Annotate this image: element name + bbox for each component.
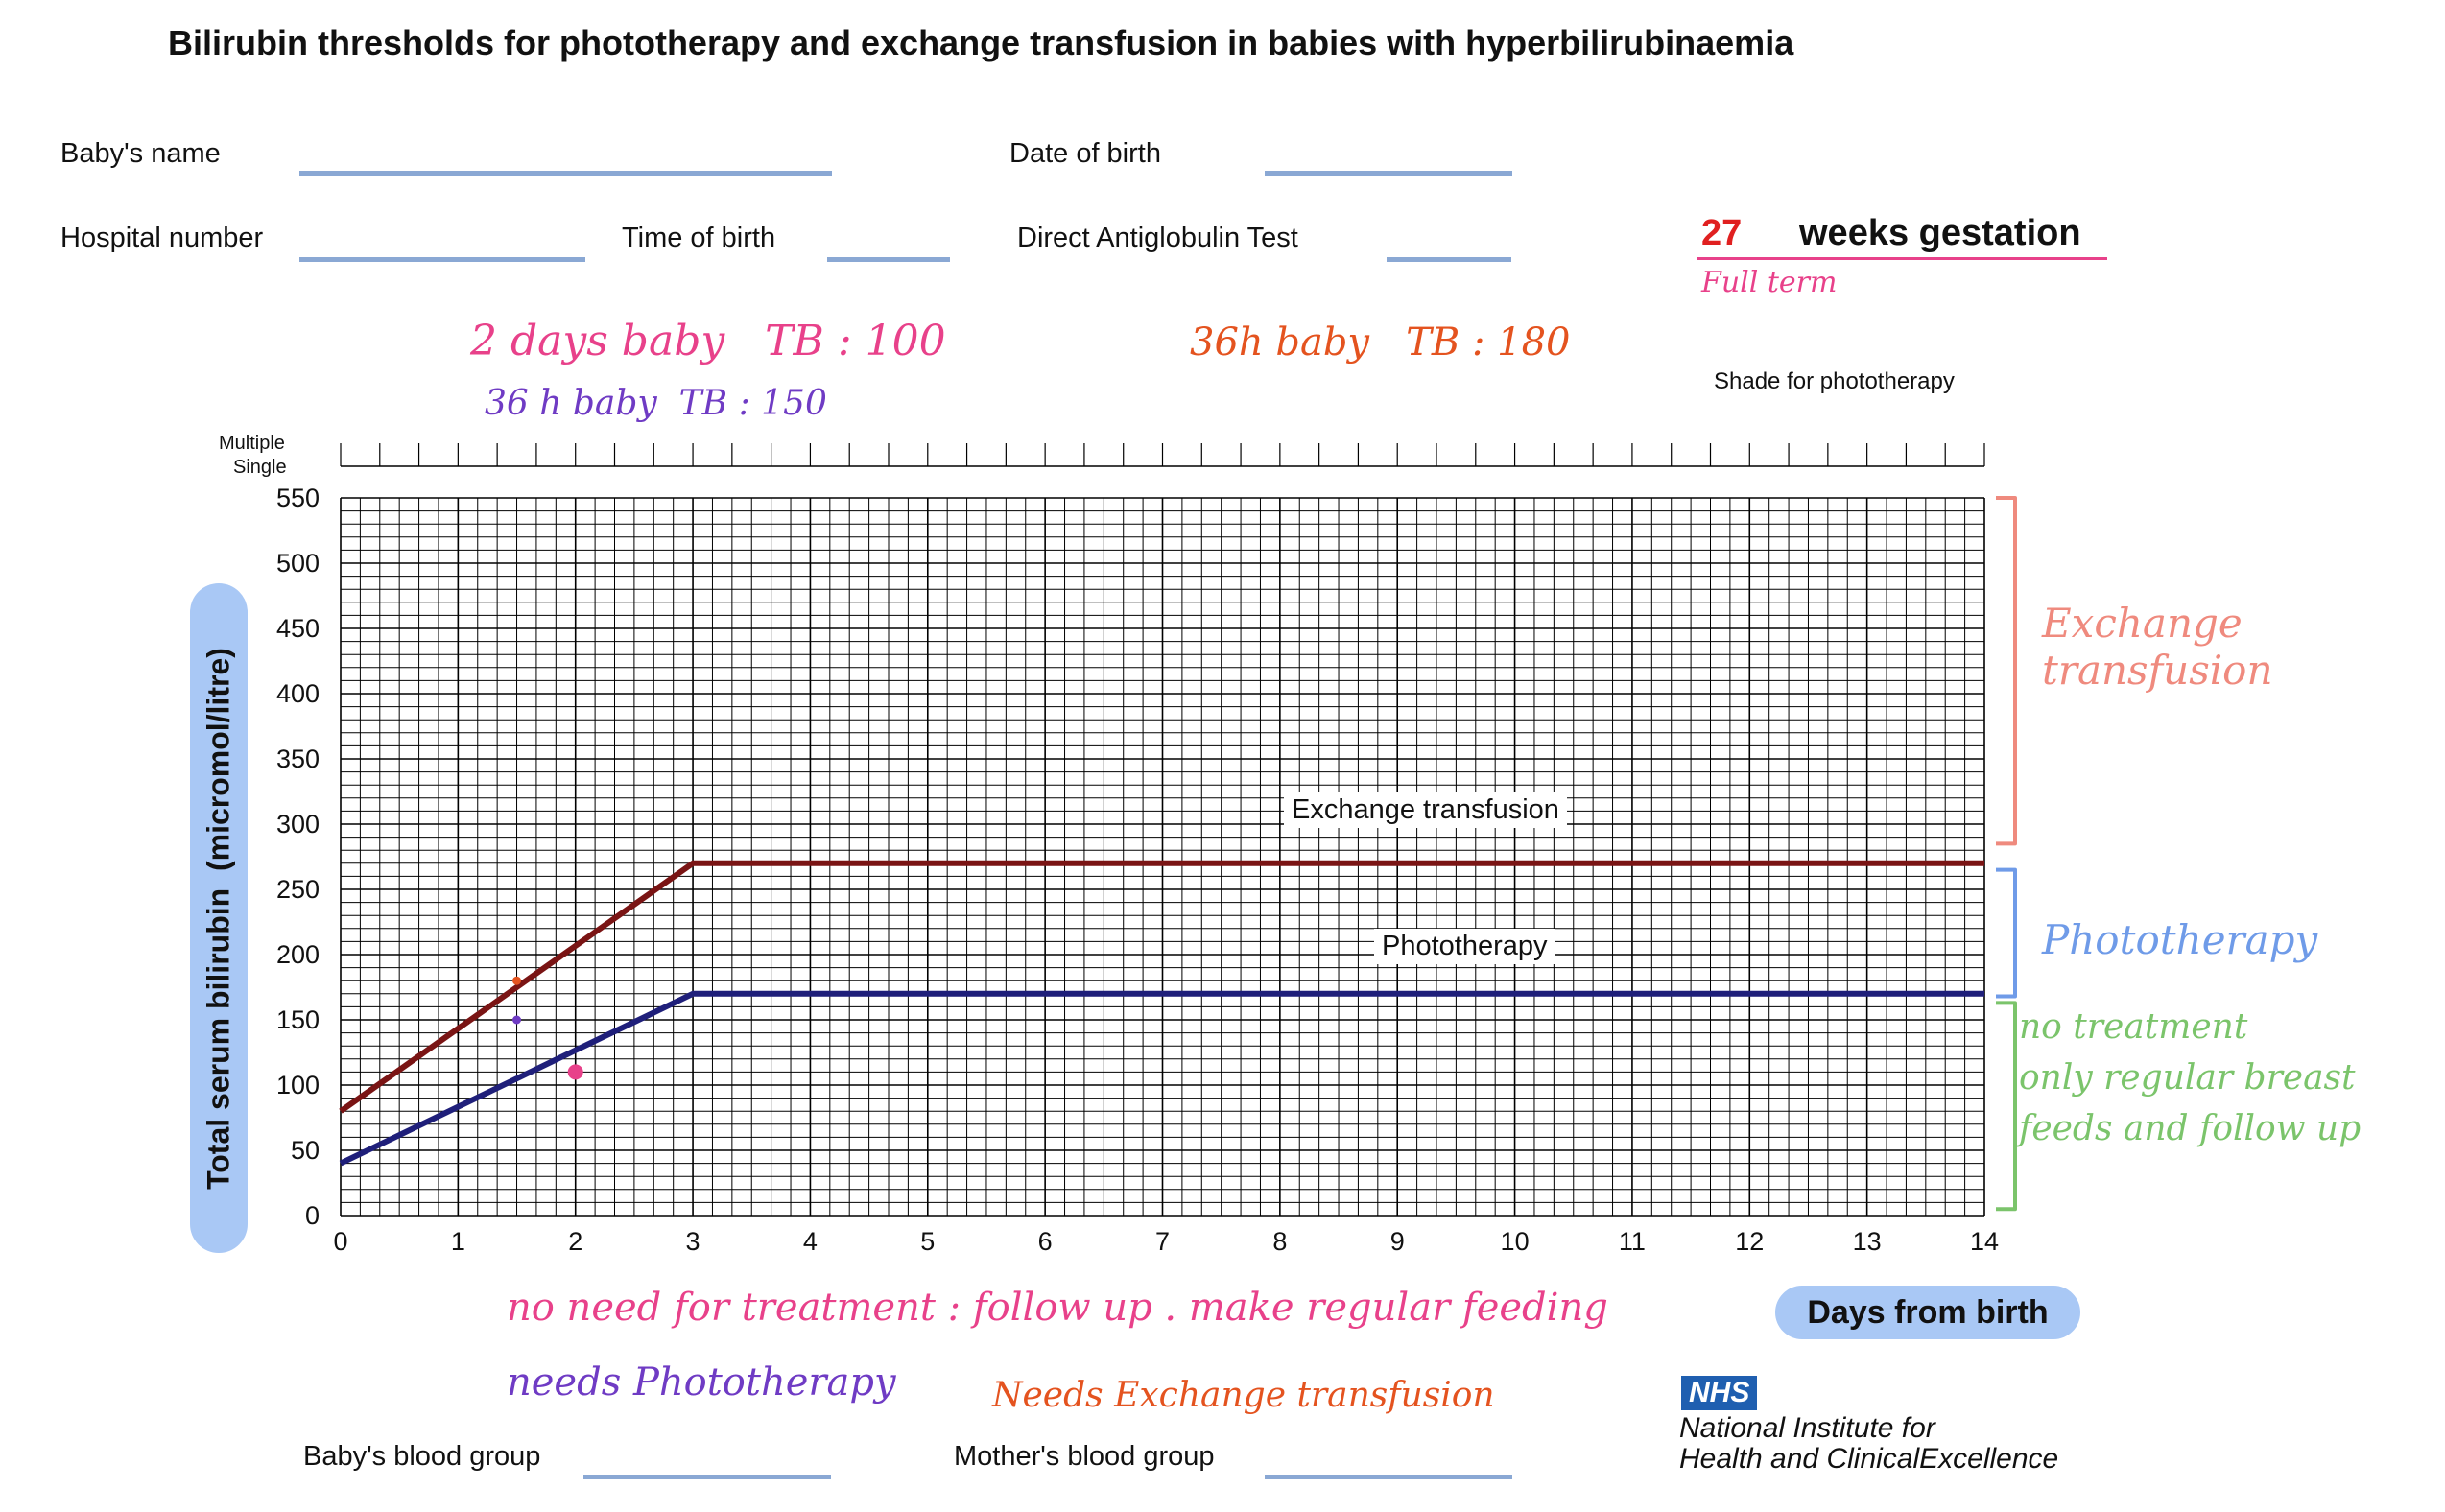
mothers-blood-group-label: Mother's blood group	[954, 1441, 1215, 1472]
y-tick-label: 150	[276, 1005, 320, 1034]
x-tick-label: 7	[1155, 1227, 1170, 1256]
zone-phototherapy-annotation: Phototherapy	[2042, 916, 2318, 963]
hospital-number-label: Hospital number	[60, 223, 264, 253]
zone-none-annotation-3: feeds and follow up	[2019, 1109, 2362, 1148]
exchange-zone-bracket	[1996, 496, 2017, 846]
babys-name-label: Baby's name	[60, 138, 221, 169]
y-tick-label: 200	[276, 940, 320, 969]
zone-none-annotation-1: no treatment	[2019, 1007, 2248, 1047]
y-axis-label: Total serum bilirubin (micromol/litre)	[201, 648, 236, 1190]
time-of-birth-field[interactable]	[827, 257, 950, 262]
date-of-birth-label: Date of birth	[1009, 138, 1161, 169]
y-tick-label: 250	[276, 875, 320, 904]
nhs-logo: NHS	[1681, 1376, 1758, 1410]
x-tick-label: 1	[451, 1227, 465, 1256]
y-axis-pill	[190, 583, 248, 1253]
no-treatment-zone-bracket	[1996, 1001, 2017, 1212]
x-tick-label: 3	[686, 1227, 700, 1256]
data-point	[512, 976, 522, 985]
annotation-36h-purple: 36 h baby TB : 150	[485, 384, 827, 423]
data-point	[512, 1015, 522, 1025]
annotation-36h-orange: 36h baby TB : 180	[1190, 320, 1571, 365]
y-tick-label: 0	[305, 1201, 320, 1230]
x-tick-label: 2	[568, 1227, 582, 1256]
x-tick-label: 11	[1619, 1227, 1646, 1256]
x-tick-label: 5	[920, 1227, 935, 1256]
x-tick-label: 10	[1501, 1227, 1530, 1256]
y-tick-label: 450	[276, 614, 320, 643]
gestation-value: 27	[1701, 213, 1743, 253]
exchange-threshold-line	[339, 860, 1984, 1114]
x-tick-label: 9	[1390, 1227, 1405, 1256]
y-tick-label: 400	[276, 679, 320, 708]
x-tick-label: 12	[1735, 1227, 1764, 1256]
babys-name-field[interactable]	[299, 171, 832, 176]
shade-phototherapy-label: Shade for phototherapy	[1714, 368, 1955, 394]
babys-blood-group-label: Baby's blood group	[303, 1441, 541, 1472]
y-tick-label: 550	[276, 484, 320, 512]
mothers-blood-group-field[interactable]	[1265, 1475, 1512, 1479]
annotation-2days: 2 days baby TB : 100	[470, 317, 946, 366]
y-tick-label: 50	[291, 1136, 320, 1165]
zone-exchange-annotation: Exchange transfusion	[2042, 600, 2273, 694]
babys-blood-group-field[interactable]	[583, 1475, 831, 1479]
date-of-birth-field[interactable]	[1265, 171, 1512, 176]
data-point	[567, 1064, 583, 1080]
x-tick-label: 14	[1970, 1227, 1999, 1256]
gestation-label: weeks gestation	[1799, 213, 2081, 253]
y-tick-label: 350	[276, 744, 320, 773]
page-title: Bilirubin thresholds for phototherapy an…	[168, 23, 1794, 62]
phototherapy-zone-label: Phototherapy	[1374, 929, 1555, 964]
dat-field[interactable]	[1387, 257, 1511, 262]
time-of-birth-label: Time of birth	[622, 223, 776, 253]
x-tick-label: 6	[1038, 1227, 1053, 1256]
exchange-zone-label: Exchange transfusion	[1284, 792, 1567, 828]
phototherapy-threshold-line	[339, 990, 1984, 1167]
dat-label: Direct Antiglobulin Test	[1017, 223, 1298, 253]
y-tick-label: 500	[276, 549, 320, 578]
x-tick-label: 4	[803, 1227, 818, 1256]
gestation-underline	[1697, 257, 2107, 260]
annotation-no-treatment: no need for treatment : follow up . make…	[507, 1286, 1608, 1330]
phototherapy-zone-bracket	[1996, 867, 2017, 999]
x-axis-label: Days from birth	[1775, 1286, 2080, 1339]
y-tick-label: 100	[276, 1071, 320, 1099]
x-tick-label: 0	[333, 1227, 347, 1256]
annotation-needs-exchange: Needs Exchange transfusion	[992, 1376, 1495, 1415]
top-scale-single: Single	[233, 457, 287, 478]
nice-line-1: National Institute for	[1679, 1412, 1935, 1444]
top-scale-multiple: Multiple	[219, 433, 285, 454]
zone-none-annotation-2: only regular breast	[2019, 1058, 2356, 1098]
annotation-needs-phototherapy: needs Phototherapy	[507, 1360, 896, 1405]
x-tick-label: 13	[1853, 1227, 1882, 1256]
hospital-number-field[interactable]	[299, 257, 585, 262]
gestation-note: Full term	[1701, 266, 1838, 299]
nice-line-2: Health and ClinicalExcellence	[1679, 1443, 2059, 1475]
x-tick-label: 8	[1272, 1227, 1287, 1256]
y-tick-label: 300	[276, 810, 320, 839]
